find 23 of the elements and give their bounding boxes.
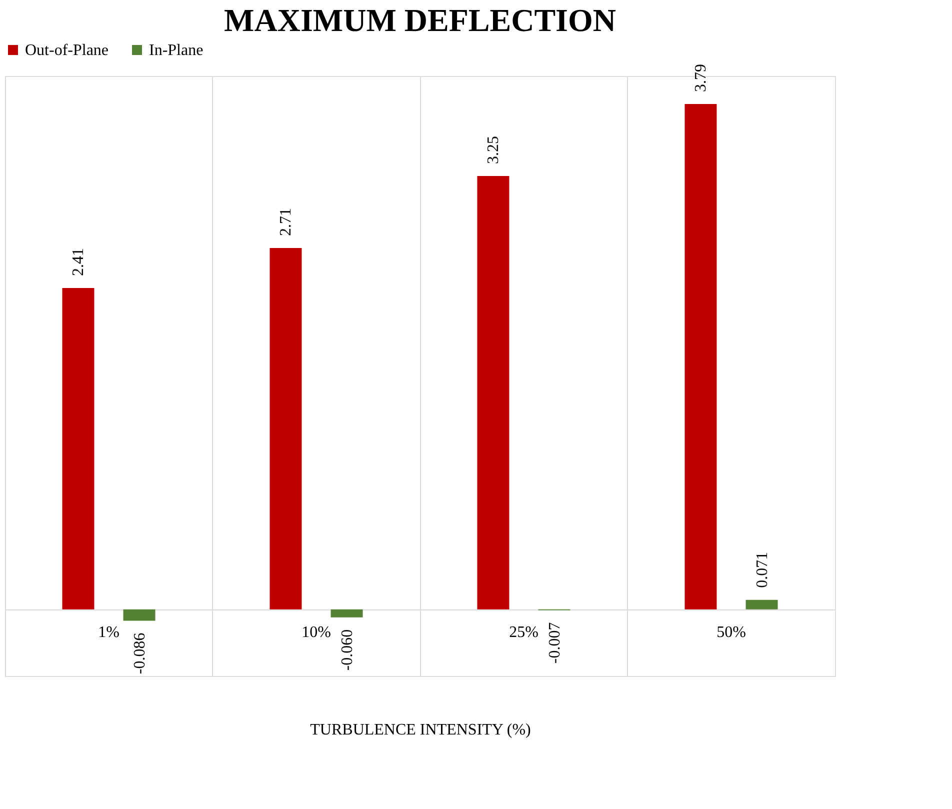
legend-label: In-Plane xyxy=(149,42,204,59)
x-tick-label: 50% xyxy=(716,624,746,641)
data-label: -0.060 xyxy=(338,629,356,671)
data-label: 3.79 xyxy=(692,64,710,92)
bar xyxy=(684,104,717,610)
bar xyxy=(123,609,156,621)
data-label: 2.71 xyxy=(278,208,295,236)
x-tick-label: 10% xyxy=(302,624,331,641)
bar xyxy=(270,248,302,610)
data-label: 3.25 xyxy=(485,136,502,164)
x-tick-label: 1% xyxy=(98,624,120,641)
bar xyxy=(477,176,510,610)
chart-title: MAXIMUM DEFLECTION xyxy=(224,2,616,38)
legend-label: Out-of-Plane xyxy=(25,42,109,59)
bar xyxy=(330,609,363,618)
data-label: -0.086 xyxy=(131,632,148,674)
data-label: -0.007 xyxy=(546,622,564,664)
bar xyxy=(746,600,778,610)
bar xyxy=(62,288,94,610)
x-tick-label: 25% xyxy=(509,624,538,641)
x-axis-title: TURBULENCE INTENSITY (%) xyxy=(310,722,531,738)
data-label: 2.41 xyxy=(70,248,88,276)
data-label: 0.071 xyxy=(754,552,771,588)
